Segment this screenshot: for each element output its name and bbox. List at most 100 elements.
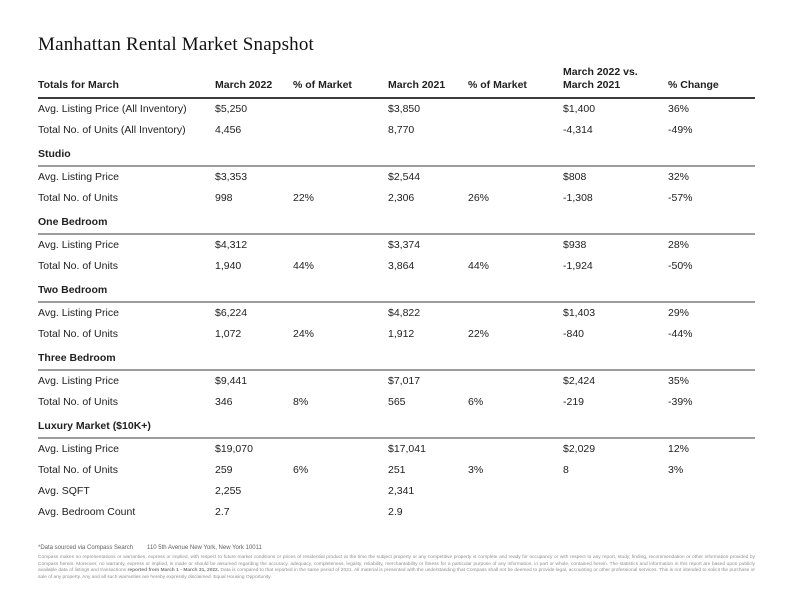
table-cell: 1,072 (215, 328, 242, 340)
footnote: *Data sourced via Compass Search 110 5th … (38, 545, 755, 551)
table-cell: $938 (563, 239, 587, 251)
table-cell: -50% (668, 260, 693, 272)
disclaimer-bold-dates: reported from March 1 - March 31, 2022. (127, 568, 220, 574)
table-cell: 3% (668, 464, 684, 476)
table-cell: 3,864 (388, 260, 415, 272)
table-cell: 1,912 (388, 328, 415, 340)
table-cell: -57% (668, 192, 693, 204)
table-cell: $1,400 (563, 103, 596, 115)
table-row: Avg. Listing Price (All Inventory) $5,250… (38, 99, 755, 120)
table-cell: 8,770 (388, 124, 415, 136)
table-cell: 26% (468, 192, 490, 204)
table-cell: 2.7 (215, 506, 230, 518)
column-header-pct-market-2021: % of Market (468, 79, 527, 91)
table-row: Total No. of Units 1,072 24% 1,912 22% -840 -4… (38, 324, 755, 345)
table-cell: 6% (468, 396, 484, 408)
table-row: Total No. of Units 998 22% 2,306 26% -1,308 -5… (38, 188, 755, 209)
table-cell: -219 (563, 396, 585, 408)
column-header-march-2021: March 2021 (388, 79, 446, 91)
column-header-totals: Totals for March (38, 79, 119, 91)
table-cell: $2,029 (563, 443, 596, 455)
table-cell: $6,224 (215, 307, 248, 319)
table-row: Avg. Listing Price $9,441 $7,017 $2,424 35% (38, 371, 755, 392)
table-cell: $5,250 (215, 103, 248, 115)
table-cell: 12% (668, 443, 690, 455)
table-cell: 29% (668, 307, 690, 319)
section-heading: Luxury Market ($10K+) (38, 413, 755, 439)
table-cell: 35% (668, 375, 690, 387)
section-heading: Three Bedroom (38, 345, 755, 371)
row-label: Avg. Listing Price (All Inventory) (38, 103, 187, 115)
table-cell: $7,017 (388, 375, 421, 387)
row-label: Avg. Bedroom Count (38, 506, 136, 518)
market-table: Totals for March March 2022 % of Market … (38, 66, 755, 523)
table-body: Avg. Listing Price (All Inventory) $5,250… (38, 99, 755, 523)
table-cell: 259 (215, 464, 233, 476)
table-row: Total No. of Units (All Inventory) 4,456 8… (38, 120, 755, 141)
table-row: Total No. of Units 346 8% 565 6% -219 -39% (38, 392, 755, 413)
row-label: Avg. SQFT (38, 485, 90, 497)
table-cell: 6% (293, 464, 309, 476)
table-cell: 998 (215, 192, 233, 204)
section-heading: Studio (38, 141, 755, 167)
page-title: Manhattan Rental Market Snapshot (38, 34, 315, 55)
row-label: Total No. of Units (38, 260, 118, 272)
row-label: Total No. of Units (38, 192, 118, 204)
table-cell: $19,070 (215, 443, 253, 455)
section-heading: One Bedroom (38, 209, 755, 235)
table-cell: 565 (388, 396, 406, 408)
table-row: Avg. SQFT 2,255 2,341 (38, 481, 755, 502)
column-header-yoy-diff: March 2022 vs. March 2021 (563, 66, 638, 91)
table-cell: 2,255 (215, 485, 242, 497)
section-heading: Two Bedroom (38, 277, 755, 303)
table-cell: $2,544 (388, 171, 421, 183)
table-cell: 36% (668, 103, 690, 115)
table-cell: 346 (215, 396, 233, 408)
table-cell: 24% (293, 328, 315, 340)
row-label: Total No. of Units (38, 464, 118, 476)
disclaimer-text: Compass makes no representations or warr… (38, 555, 755, 581)
column-header-march-2022: March 2022 (215, 79, 273, 91)
disclaimer-part2: Data is compared to that reported in the… (38, 568, 756, 580)
row-label: Total No. of Units (38, 328, 118, 340)
table-cell: $3,850 (388, 103, 421, 115)
column-header-pct-market-2022: % of Market (293, 79, 352, 91)
row-label: Avg. Listing Price (38, 307, 119, 319)
table-cell: 2.9 (388, 506, 403, 518)
table-cell: 3% (468, 464, 484, 476)
table-cell: -1,924 (563, 260, 593, 272)
table-cell: 28% (668, 239, 690, 251)
table-cell: 32% (668, 171, 690, 183)
table-row: Avg. Bedroom Count 2.7 2.9 (38, 502, 755, 523)
table-cell: 8 (563, 464, 569, 476)
table-cell: $17,041 (388, 443, 426, 455)
row-label: Avg. Listing Price (38, 375, 119, 387)
table-header-row: Totals for March March 2022 % of Market … (38, 66, 755, 99)
table-cell: -4,314 (563, 124, 593, 136)
table-cell: $3,353 (215, 171, 248, 183)
table-cell: 1,940 (215, 260, 242, 272)
row-label: Avg. Listing Price (38, 443, 119, 455)
table-row: Avg. Listing Price $19,070 $17,041 $2,029 12… (38, 439, 755, 460)
table-cell: 2,306 (388, 192, 415, 204)
table-cell: $3,374 (388, 239, 421, 251)
row-label: Avg. Listing Price (38, 171, 119, 183)
table-cell: $2,424 (563, 375, 596, 387)
table-cell: $9,441 (215, 375, 248, 387)
table-cell: 4,456 (215, 124, 242, 136)
table-row: Avg. Listing Price $4,312 $3,374 $938 28% (38, 235, 755, 256)
table-cell: -39% (668, 396, 693, 408)
table-cell: $1,403 (563, 307, 596, 319)
footnote-address: 110 5th Avenue New York, New York 10011 (147, 545, 262, 551)
table-row: Avg. Listing Price $3,353 $2,544 $808 32% (38, 167, 755, 188)
table-cell: 2,341 (388, 485, 415, 497)
column-header-pct-change: % Change (668, 79, 719, 91)
row-label: Total No. of Units (38, 396, 118, 408)
disclaimer-part1: Compass makes no representations or warr… (38, 555, 755, 574)
table-cell: 22% (468, 328, 490, 340)
table-row: Avg. Listing Price $6,224 $4,822 $1,403 29% (38, 303, 755, 324)
table-cell: $4,822 (388, 307, 421, 319)
table-cell: 44% (293, 260, 315, 272)
table-row: Total No. of Units 1,940 44% 3,864 44% -1,924… (38, 256, 755, 277)
